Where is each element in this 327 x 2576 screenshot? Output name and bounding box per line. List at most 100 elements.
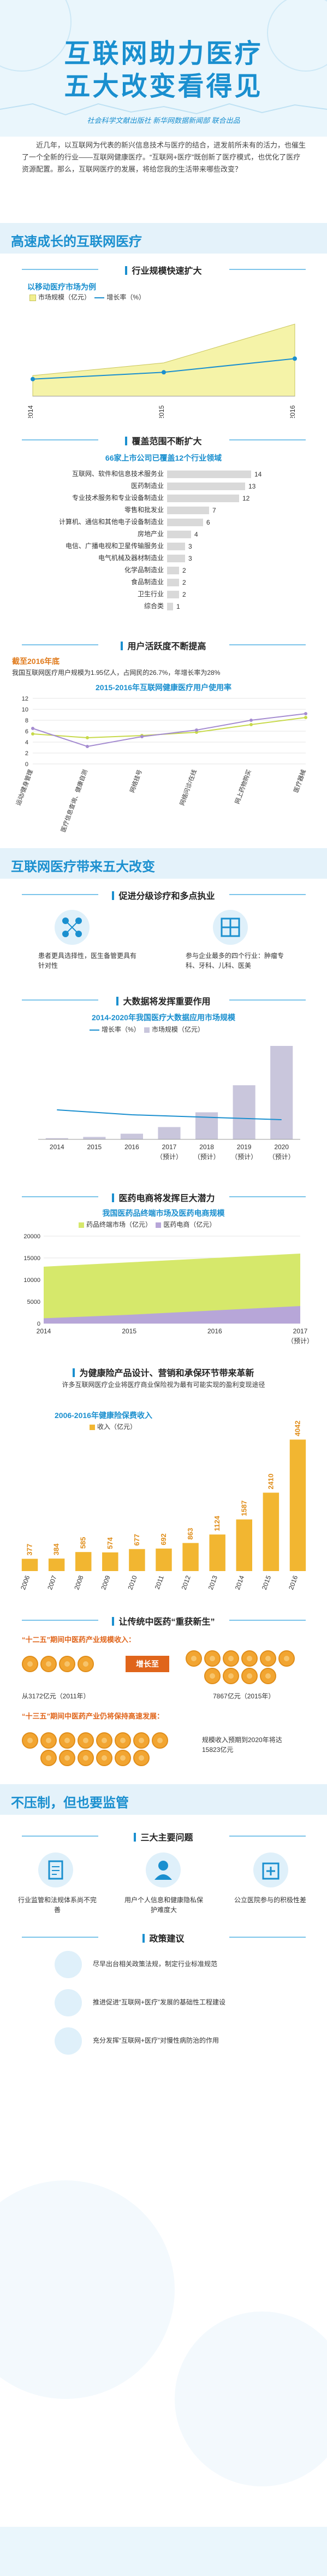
legend-line <box>90 1029 99 1031</box>
coin-icon <box>115 1732 131 1749</box>
tick-label: 2015 <box>122 1327 136 1335</box>
bar <box>167 543 185 550</box>
change5-heading: 让传统中医药“重获新生” <box>118 1618 215 1627</box>
chart4-legend: 增长率（%） 市场规模（亿元） <box>87 1025 204 1034</box>
coin-icon <box>22 1656 38 1672</box>
data-label: 2 <box>182 591 186 598</box>
coin-icon <box>152 1732 168 1749</box>
coin-icon <box>59 1732 75 1749</box>
chart5-legend-a: 药品终端市场（亿元） <box>86 1221 152 1228</box>
hero-pattern <box>0 0 327 116</box>
legend-swatch <box>29 294 36 301</box>
y-tick-label: 8 <box>25 717 28 724</box>
legend-line <box>94 297 105 298</box>
chart1-legend-growth: 增长率（%） <box>106 293 146 301</box>
problems-heading-row: 三大主要问题 <box>0 1828 327 1844</box>
data-label: 384 <box>52 1543 61 1555</box>
hero-title-line2: 五大改变看得见 <box>64 72 263 101</box>
chart5-subtitle: 我国医药品终端市场及医药电商规模 <box>102 1209 225 1218</box>
tick-label: 2015 <box>158 405 165 418</box>
bar <box>120 1133 143 1139</box>
y-tick-label: 12 <box>22 696 28 702</box>
change5-projection: 规模收入预期到2020年将达15823亿元 <box>202 1736 282 1754</box>
bar <box>233 1085 255 1139</box>
bar <box>195 1112 218 1139</box>
tick-label: 2009 <box>99 1574 111 1591</box>
y-tick-label: 10 <box>22 707 28 713</box>
tick-label: 2014 <box>37 1327 51 1335</box>
category-label: 食品制造业 <box>131 578 164 586</box>
y-tick-label: 10000 <box>23 1277 40 1284</box>
puzzle-icon <box>213 910 248 945</box>
chart3-heading: 用户活跃度不断提高 <box>127 642 206 651</box>
chart6-svg: 377 384 585 574 677 692 863 1124 1587 2410 4042 200… <box>19 1420 306 1591</box>
hero-byline: 社会科学文献出版社 新华网数据新闻部 联合出品 <box>87 116 240 125</box>
bar <box>45 1138 68 1139</box>
bar <box>209 1534 225 1571</box>
coin-icon <box>115 1750 131 1766</box>
change1-left-text: 患者更具选择性，医生备管更具有针对性 <box>38 952 137 969</box>
category-label: 医药制造业 <box>131 482 164 490</box>
coin-icon <box>22 1732 38 1749</box>
data-label: 377 <box>26 1544 34 1556</box>
chart4-heading: 大数据将发挥重要作用 <box>123 997 211 1007</box>
change5-line1: “十二五”期间中医药产业规模收入： <box>22 1636 136 1644</box>
change5-from: 从3172亿元（2011年） <box>22 1692 90 1700</box>
tick-label: 2015 <box>260 1574 272 1591</box>
category-label: 化学品制造业 <box>124 566 164 574</box>
data-label: 4042 <box>293 1420 301 1436</box>
section1-band: 高速成长的互联网医疗 <box>0 223 327 254</box>
bar <box>48 1558 65 1571</box>
data-point <box>304 716 307 719</box>
coin-icon <box>96 1732 112 1749</box>
footer-band <box>0 2527 327 2576</box>
coin-icon <box>78 1732 94 1749</box>
data-label: 13 <box>248 483 256 490</box>
section2-band: 互联网医疗带来五大改变 <box>0 848 327 879</box>
data-label: 7 <box>212 507 216 514</box>
y-tick-label: 5000 <box>27 1299 40 1305</box>
bar <box>102 1552 118 1571</box>
category-label: 卫生行业 <box>138 590 164 598</box>
data-point <box>304 712 307 715</box>
bar <box>167 555 185 562</box>
data-label: 863 <box>186 1528 194 1540</box>
tick-label: 2017 <box>162 1143 177 1151</box>
data-label: 2410 <box>266 1474 275 1490</box>
chart1-legend-size: 市场规模（亿元） <box>38 293 91 301</box>
coin-icon <box>223 1650 239 1667</box>
problems-heading: 三大主要问题 <box>140 1833 193 1843</box>
chart4-legend-size: 市场规模（亿元） <box>152 1026 205 1033</box>
chart6-heading: 为健康险产品设计、营销和承保环节带来革新 <box>79 1369 254 1378</box>
chart5-heading-row: 医药电商将发挥巨大潜力 <box>0 1189 327 1205</box>
bar <box>167 470 251 478</box>
tick-label: 2014 <box>234 1574 246 1591</box>
section1-title: 高速成长的互联网医疗 <box>11 234 142 249</box>
tick-label: 2008 <box>73 1574 85 1591</box>
chart6-legend: 收入（亿元） <box>87 1422 136 1431</box>
tick-label: 医疗器械 <box>292 768 307 793</box>
tick-label: （预计） <box>156 1153 182 1161</box>
data-label: 14 <box>254 470 262 478</box>
bar <box>167 531 191 538</box>
coin-icon <box>78 1656 94 1672</box>
tick-label: 2016 <box>124 1143 139 1151</box>
bar <box>167 507 209 514</box>
network-icon <box>55 910 90 945</box>
coin-icon <box>59 1656 75 1672</box>
chart6-legend-text: 收入（亿元） <box>97 1423 137 1431</box>
suggest-2: 推进促进“互联网+医疗”发展的基础性工程建设 <box>93 1998 226 2006</box>
data-label: 692 <box>159 1533 168 1545</box>
tick-label: 2016 <box>287 1574 299 1591</box>
hero-title-line1: 互联网助力医疗 <box>64 39 263 68</box>
data-label: 574 <box>106 1537 114 1549</box>
data-point <box>31 727 34 730</box>
bar <box>75 1552 92 1571</box>
suggest-heading-row: 政策建议 <box>0 1929 327 1945</box>
suggest-1: 尽早出台相关政策法规，制定行业标准规范 <box>93 1960 218 1968</box>
category-label: 计算机、通信和其他电子设备制造业 <box>59 517 164 526</box>
legend-swatch <box>90 1424 95 1430</box>
chart4-legend-growth: 增长率（%） <box>102 1026 140 1033</box>
